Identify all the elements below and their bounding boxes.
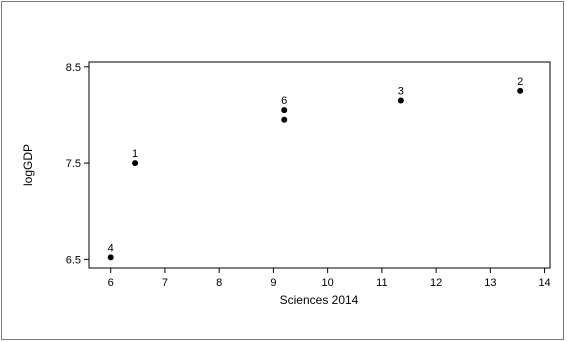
data-points: 4 1 6 3 2 bbox=[107, 76, 524, 261]
data-point bbox=[397, 97, 404, 104]
data-point bbox=[517, 87, 524, 94]
plot-area-border bbox=[88, 61, 551, 269]
point-label: 6 bbox=[281, 95, 287, 107]
x-tick-label: 6 bbox=[108, 277, 114, 289]
x-tick-label: 13 bbox=[484, 277, 496, 289]
y-tick-label: 7.5 bbox=[66, 158, 81, 170]
point-label: 2 bbox=[517, 76, 523, 88]
x-tick-label: 9 bbox=[270, 277, 276, 289]
point-label: 4 bbox=[108, 242, 114, 254]
x-tick-label: 12 bbox=[430, 277, 442, 289]
data-point bbox=[107, 254, 114, 261]
y-axis: 6.5 7.5 8.5 bbox=[66, 62, 89, 266]
y-axis-title: logGDP bbox=[21, 144, 35, 186]
data-point bbox=[281, 107, 288, 114]
point-label: 3 bbox=[398, 86, 404, 98]
data-point bbox=[132, 160, 139, 167]
x-axis-title: Sciences 2014 bbox=[280, 293, 359, 307]
x-tick-label: 10 bbox=[322, 277, 334, 289]
x-tick-label: 11 bbox=[376, 277, 387, 289]
x-tick-label: 8 bbox=[216, 277, 222, 289]
x-tick-label: 14 bbox=[538, 277, 550, 289]
data-point bbox=[281, 116, 288, 123]
x-axis: 6 7 8 9 10 11 12 13 14 bbox=[108, 268, 551, 289]
y-tick-label: 6.5 bbox=[66, 254, 81, 266]
point-label: 1 bbox=[132, 148, 138, 160]
x-tick-label: 7 bbox=[162, 277, 168, 289]
y-tick-label: 8.5 bbox=[66, 62, 81, 74]
